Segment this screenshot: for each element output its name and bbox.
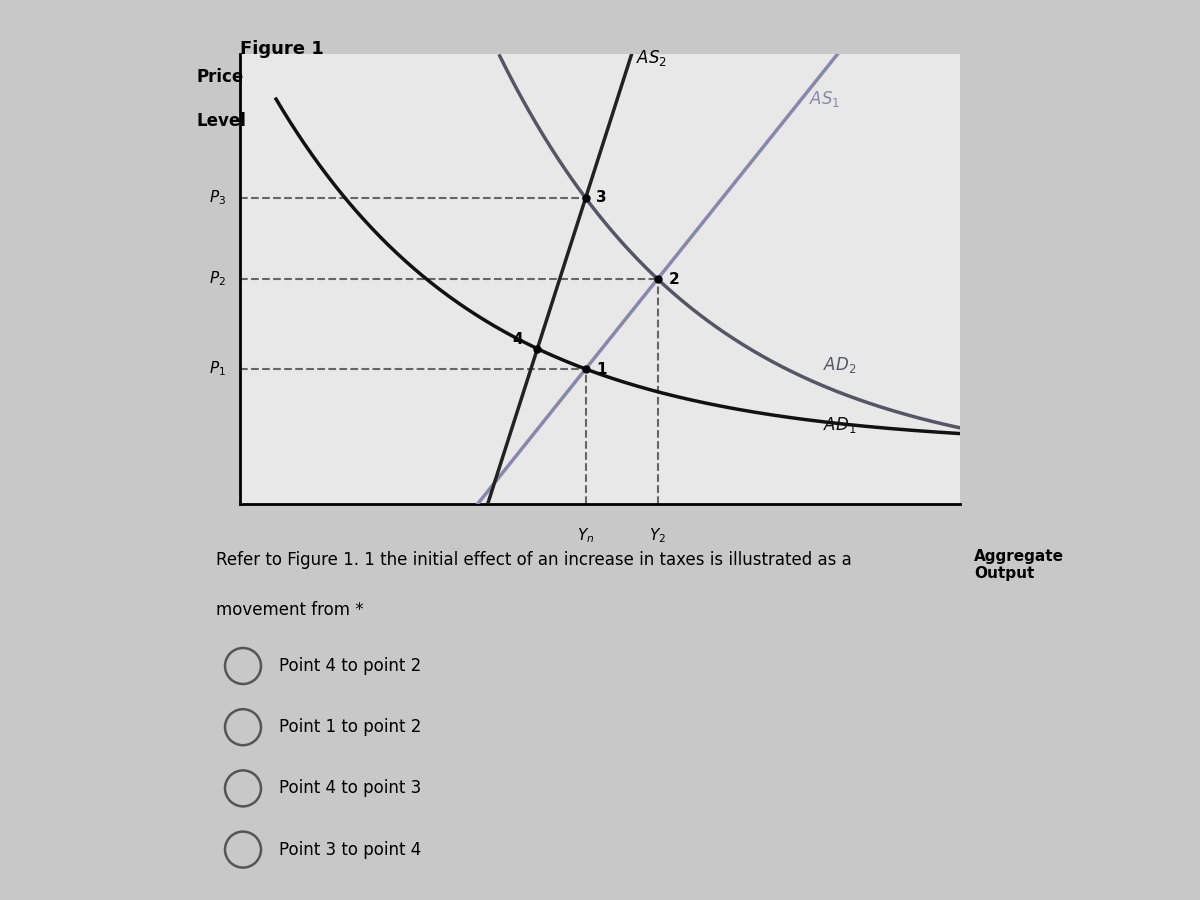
Text: $AD_2$: $AD_2$ [823,355,857,374]
Text: Figure 1: Figure 1 [240,40,324,58]
Text: Point 1 to point 2: Point 1 to point 2 [278,718,421,736]
Text: $AD_1$: $AD_1$ [823,416,857,436]
Text: $AS_2$: $AS_2$ [636,48,667,68]
Text: 1: 1 [596,362,607,376]
Text: 2: 2 [668,272,679,286]
Text: $P_3$: $P_3$ [209,189,226,207]
Text: $Y_n$: $Y_n$ [577,526,594,545]
Text: $P_2$: $P_2$ [209,270,226,288]
Text: Level: Level [197,112,247,130]
Text: $P_1$: $P_1$ [209,360,226,378]
Text: Aggregate
Output: Aggregate Output [974,549,1064,581]
Text: 4: 4 [512,332,523,347]
Text: Point 4 to point 3: Point 4 to point 3 [278,779,421,797]
Text: movement from *: movement from * [216,601,364,619]
Text: Point 4 to point 2: Point 4 to point 2 [278,657,421,675]
Text: Refer to Figure 1. 1 the initial effect of an increase in taxes is illustrated a: Refer to Figure 1. 1 the initial effect … [216,551,852,569]
Text: 3: 3 [596,191,607,205]
Text: Point 3 to point 4: Point 3 to point 4 [278,841,421,859]
Text: $Y_2$: $Y_2$ [649,526,666,545]
Text: $AS_1$: $AS_1$ [809,89,840,109]
Text: Price: Price [197,68,244,86]
